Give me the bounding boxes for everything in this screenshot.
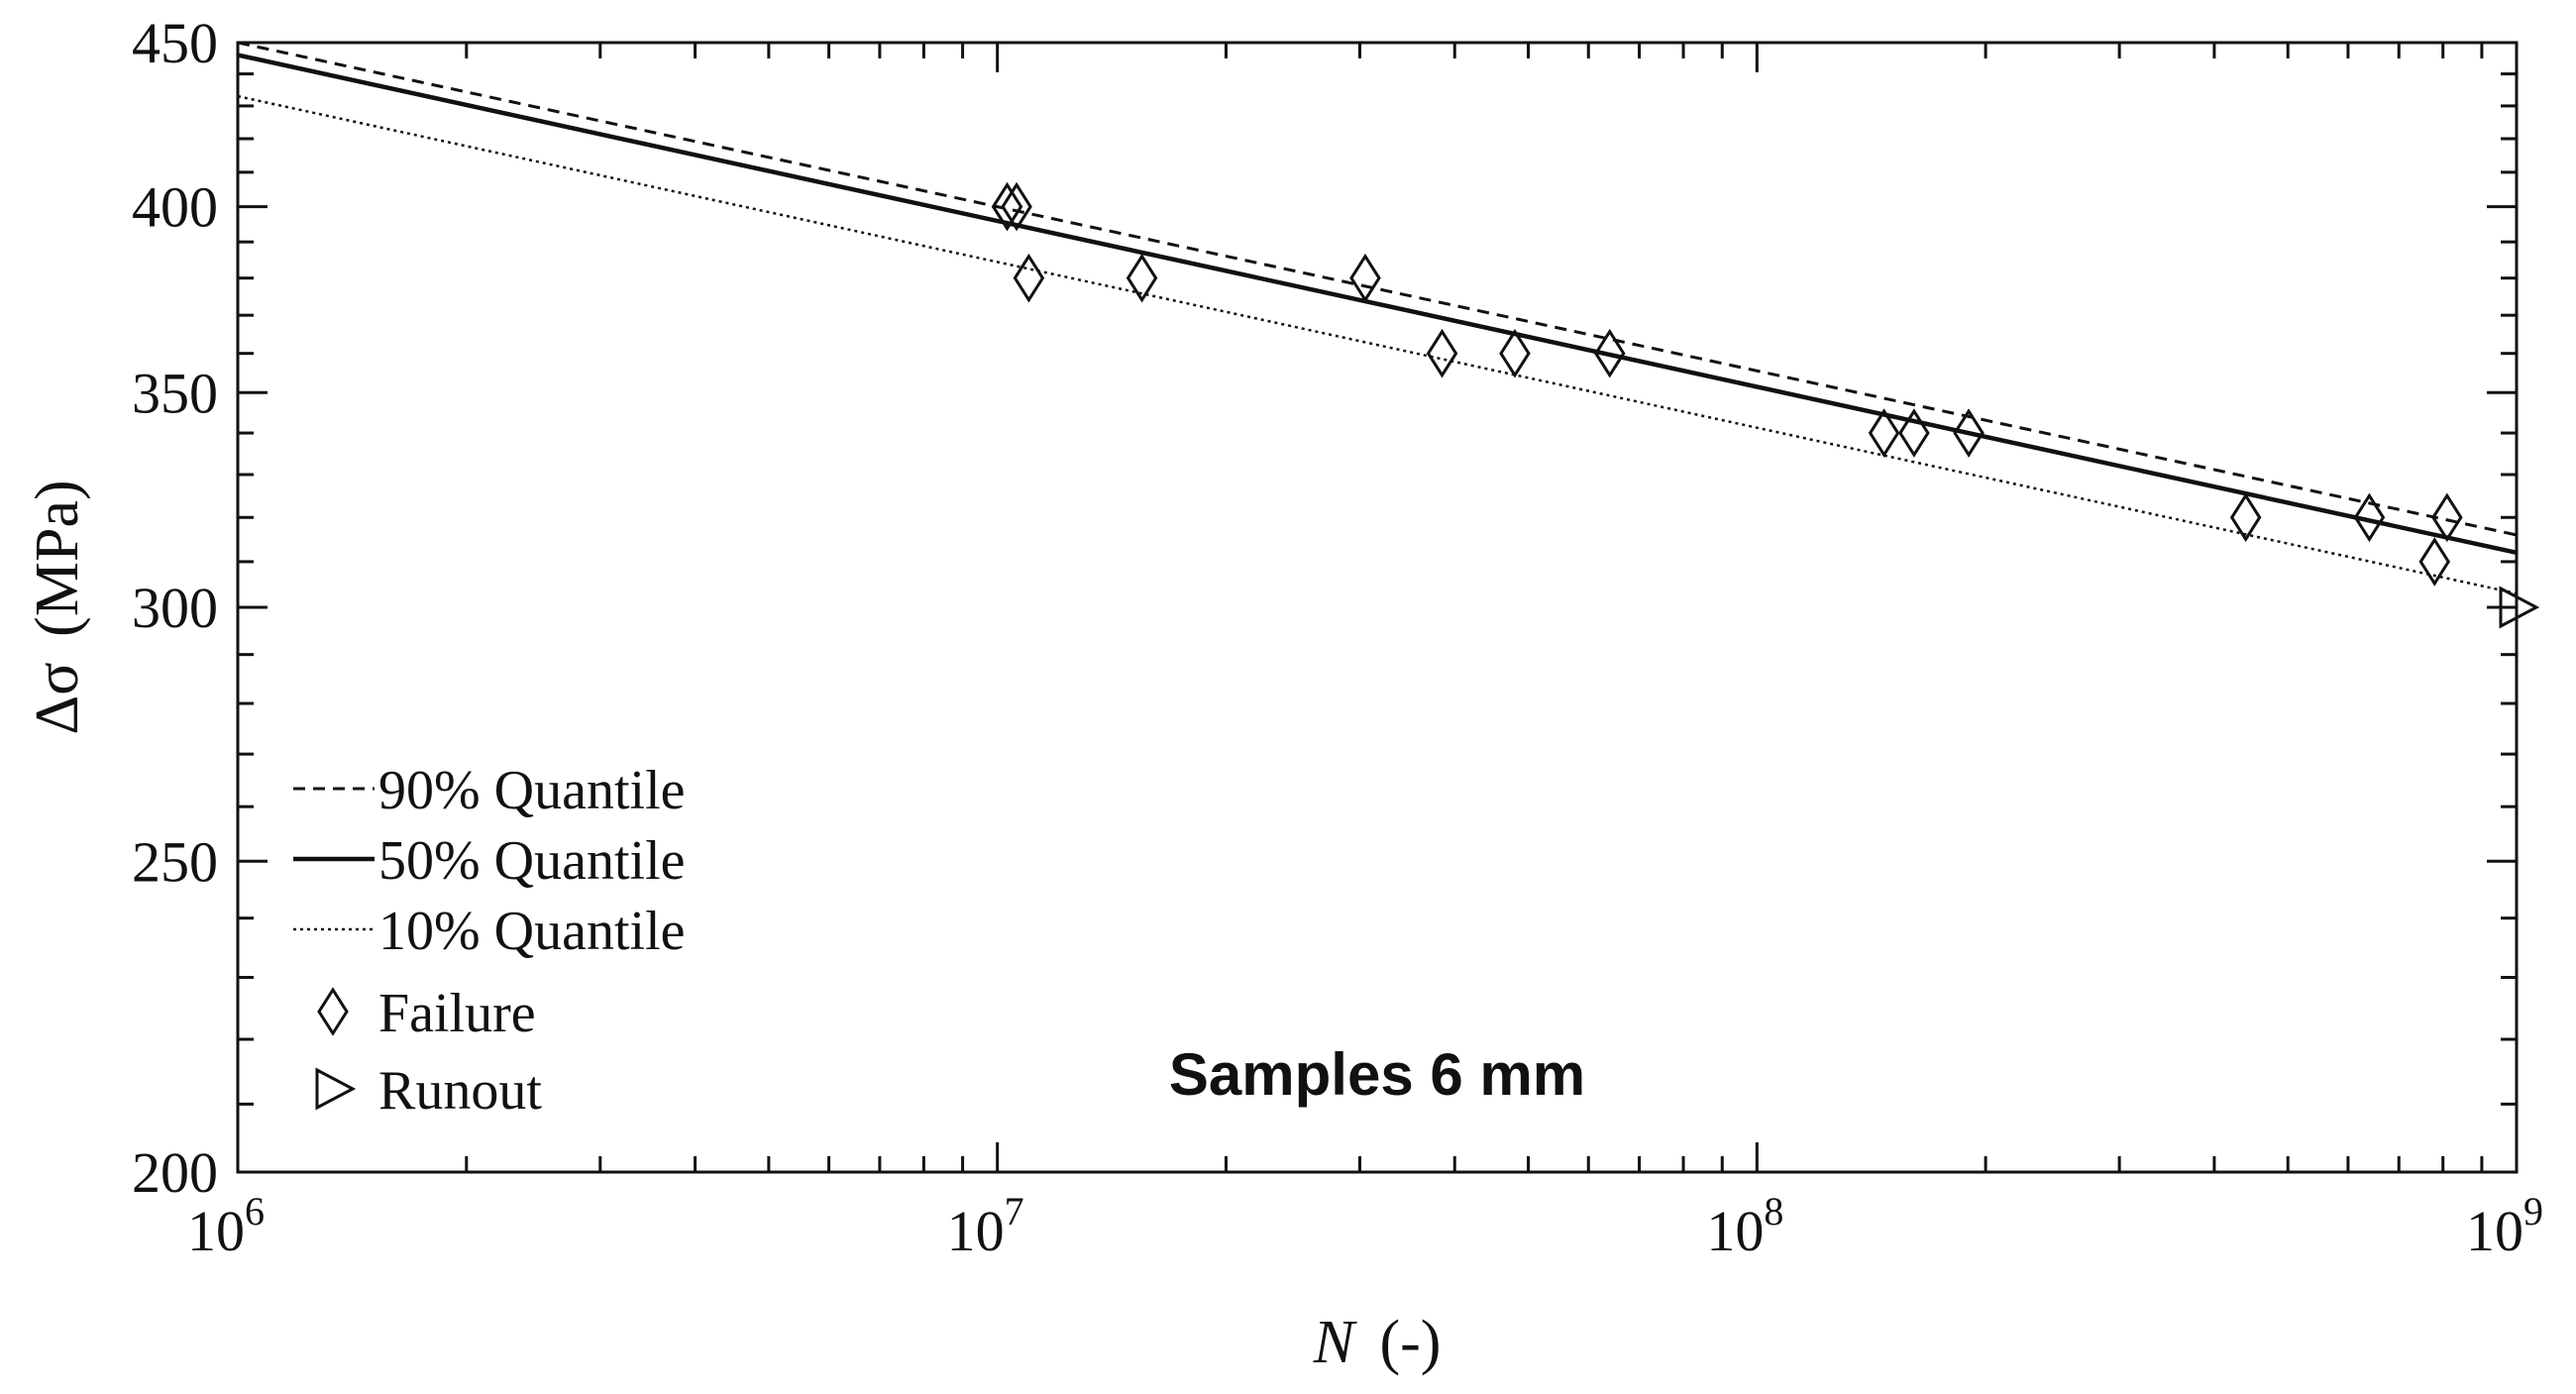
failure-point xyxy=(2353,492,2386,543)
y-tick-label: 250 xyxy=(132,829,218,894)
y-axis-label: Δσ (MPa) xyxy=(24,480,91,734)
y-tick-label: 400 xyxy=(132,175,218,240)
y-axis-unit: (MPa) xyxy=(24,480,91,636)
y-tick-label: 200 xyxy=(132,1140,218,1205)
legend-triangle-marker xyxy=(315,1067,357,1111)
axis-ticks xyxy=(236,41,2517,1174)
failure-point xyxy=(1499,328,1531,378)
x-tick-label: 107 xyxy=(947,1189,1024,1263)
x-tick-exponent: 8 xyxy=(1764,1189,1783,1233)
y-tick-label: 350 xyxy=(132,361,218,425)
50-quantile-line xyxy=(237,53,2518,556)
legend-item: Runout xyxy=(315,1060,542,1122)
runout-point xyxy=(2499,586,2540,629)
failure-point xyxy=(1426,328,1458,378)
legend-label: Runout xyxy=(378,1060,542,1122)
failure-point xyxy=(991,181,1023,232)
data-markers xyxy=(991,181,2540,629)
x-tick-label: 108 xyxy=(1706,1189,1783,1263)
plot-frame xyxy=(236,41,2519,1174)
x-tick-exponent: 6 xyxy=(245,1189,265,1233)
x-axis-symbol: N xyxy=(1313,1309,1358,1376)
x-tick-exponent: 7 xyxy=(1005,1189,1024,1233)
failure-point xyxy=(2418,537,2451,587)
chart-annotation: Samples 6 mm xyxy=(1169,1041,1585,1108)
legend-label: 10% Quantile xyxy=(378,901,685,962)
legend-item: Failure xyxy=(317,983,536,1044)
failure-point xyxy=(2431,492,2463,543)
legend-item: 10% Quantile xyxy=(293,901,685,962)
legend-item: 50% Quantile xyxy=(293,830,685,892)
y-tick-label: 300 xyxy=(132,576,218,640)
10-quantile-line xyxy=(237,94,2518,595)
failure-point xyxy=(1349,253,1381,303)
legend: 90% Quantile 50% Quantile 10% Quantile Fail… xyxy=(293,760,685,1122)
x-tick-base: 10 xyxy=(947,1199,1005,1263)
90-quantile-line xyxy=(237,41,2518,537)
failure-point xyxy=(1868,408,1900,458)
failure-point xyxy=(1126,253,1158,303)
failure-point xyxy=(1013,253,1045,303)
legend-item: 90% Quantile xyxy=(293,760,685,821)
x-tick-base: 10 xyxy=(187,1199,245,1263)
legend-label: 90% Quantile xyxy=(378,760,685,821)
legend-label: 50% Quantile xyxy=(378,830,685,892)
x-tick-exponent: 9 xyxy=(2523,1189,2543,1233)
y-tick-label: 450 xyxy=(132,11,218,75)
x-axis-label: N (-) xyxy=(1313,1309,1442,1376)
failure-point xyxy=(1898,408,1930,458)
legend-diamond-marker xyxy=(317,987,349,1036)
x-tick-label: 106 xyxy=(187,1189,265,1263)
x-tick-base: 10 xyxy=(1706,1199,1764,1263)
legend-label: Failure xyxy=(378,983,536,1044)
x-axis-unit: (-) xyxy=(1379,1309,1441,1376)
failure-point xyxy=(1953,408,1985,458)
failure-point xyxy=(1593,328,1626,378)
quantile-lines xyxy=(237,41,2518,595)
x-tick-base: 10 xyxy=(2466,1199,2523,1263)
x-tick-label: 109 xyxy=(2466,1189,2543,1263)
y-axis-symbol: Δσ xyxy=(24,662,91,734)
failure-point xyxy=(1001,181,1032,232)
failure-point xyxy=(2229,492,2262,543)
